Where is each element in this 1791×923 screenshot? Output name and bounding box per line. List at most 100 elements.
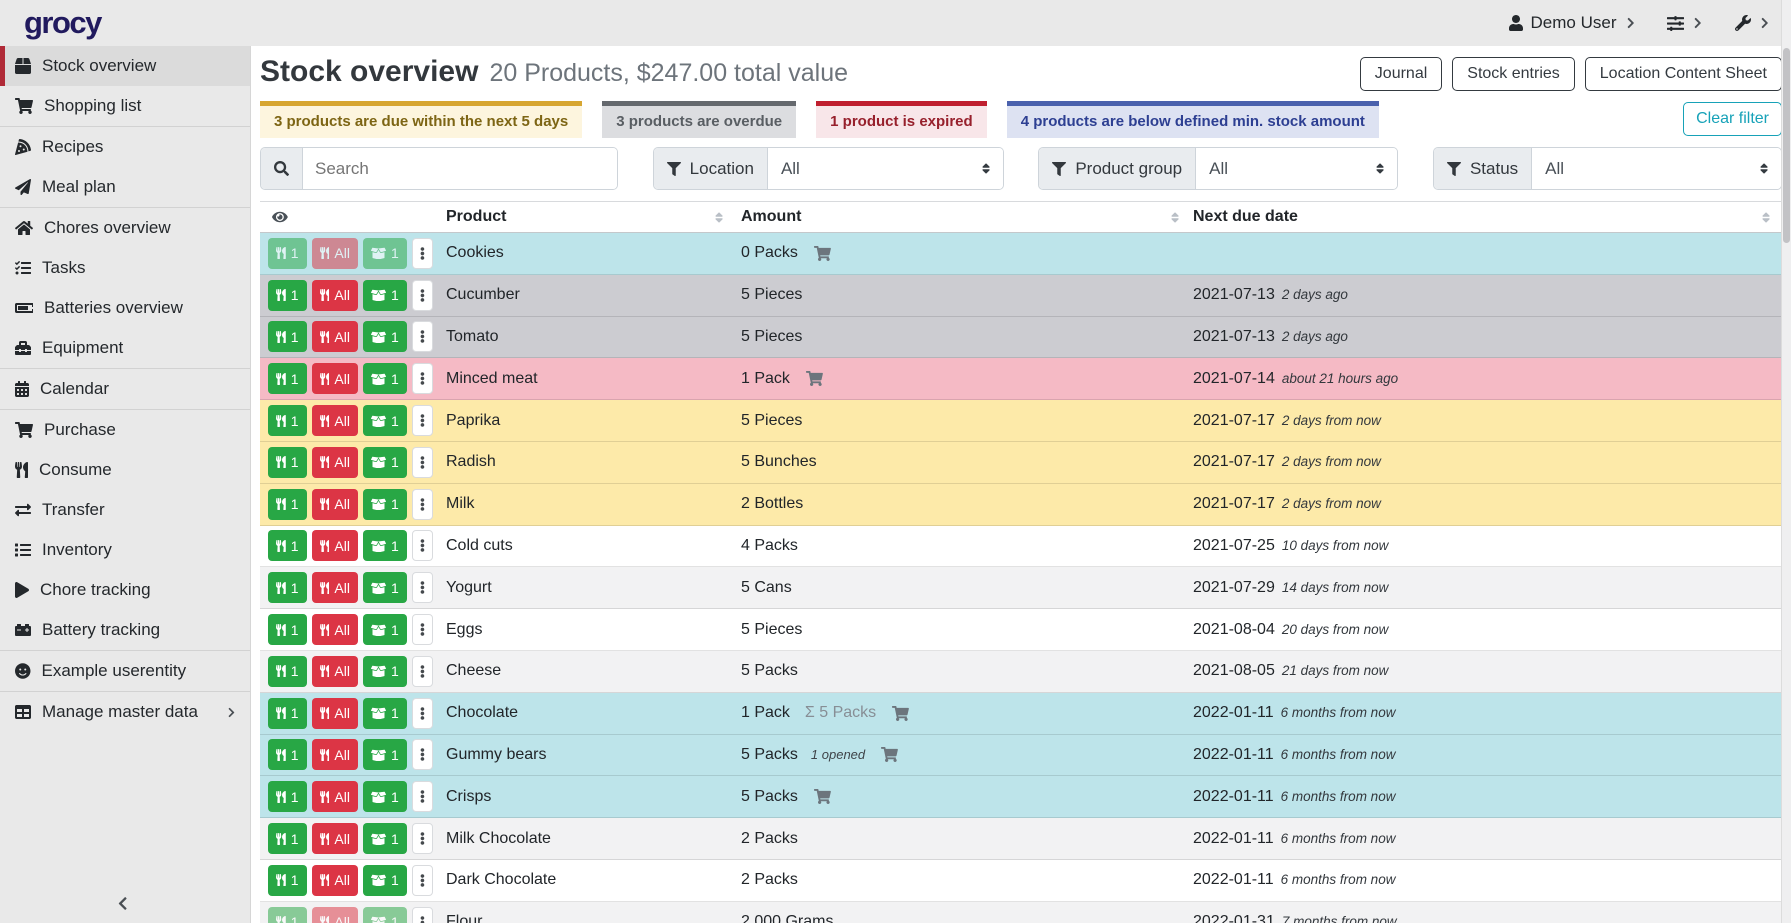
sidebar-item-calendar[interactable]: Calendar bbox=[0, 369, 250, 409]
row-menu-button[interactable] bbox=[411, 864, 433, 896]
sidebar-item-chore-tracking[interactable]: Chore tracking bbox=[0, 570, 250, 610]
row-menu-button[interactable] bbox=[411, 321, 433, 353]
open-one-button[interactable]: 1 bbox=[362, 237, 407, 269]
row-menu-button[interactable] bbox=[411, 488, 433, 520]
sidebar-item-consume[interactable]: Consume bbox=[0, 450, 250, 490]
alert-primary[interactable]: 4 products are below defined min. stock … bbox=[1006, 101, 1379, 138]
consume-one-button[interactable]: 1 bbox=[268, 363, 307, 395]
open-one-button[interactable]: 1 bbox=[362, 739, 407, 771]
row-menu-button[interactable] bbox=[411, 697, 433, 729]
open-one-button[interactable]: 1 bbox=[362, 823, 407, 855]
open-one-button[interactable]: 1 bbox=[362, 655, 407, 687]
sidebar-item-battery-tracking[interactable]: Battery tracking bbox=[0, 610, 250, 650]
sidebar-item-recipes[interactable]: Recipes bbox=[0, 127, 250, 167]
location-select[interactable]: All bbox=[767, 148, 1003, 189]
consume-all-button[interactable]: All bbox=[311, 823, 358, 855]
consume-one-button[interactable]: 1 bbox=[268, 237, 307, 269]
open-one-button[interactable]: 1 bbox=[362, 614, 407, 646]
sidebar-item-transfer[interactable]: Transfer bbox=[0, 490, 250, 530]
alert-secondary[interactable]: 3 products are overdue bbox=[602, 101, 797, 138]
consume-one-button[interactable]: 1 bbox=[268, 405, 307, 437]
consume-all-button[interactable]: All bbox=[311, 655, 358, 687]
sort-icon[interactable] bbox=[1762, 211, 1770, 224]
open-one-button[interactable]: 1 bbox=[362, 363, 407, 395]
consume-one-button[interactable]: 1 bbox=[268, 530, 307, 562]
location-content-sheet-button[interactable]: Location Content Sheet bbox=[1584, 57, 1782, 91]
status-select[interactable]: All bbox=[1532, 148, 1781, 189]
consume-all-button[interactable]: All bbox=[311, 697, 358, 729]
consume-one-button[interactable]: 1 bbox=[268, 321, 307, 353]
sidebar-item-equipment[interactable]: Equipment bbox=[0, 328, 250, 368]
open-one-button[interactable]: 1 bbox=[362, 279, 407, 311]
row-menu-button[interactable] bbox=[411, 781, 433, 813]
quick-mode-menu[interactable] bbox=[1667, 15, 1705, 32]
sidebar-item-manage-master-data[interactable]: Manage master data bbox=[0, 692, 250, 732]
open-one-button[interactable]: 1 bbox=[362, 864, 407, 896]
consume-one-button[interactable]: 1 bbox=[268, 572, 307, 604]
sidebar-item-example-userentity[interactable]: Example userentity bbox=[0, 651, 250, 691]
consume-all-button[interactable]: All bbox=[311, 405, 358, 437]
row-menu-button[interactable] bbox=[411, 739, 433, 771]
open-one-button[interactable]: 1 bbox=[362, 572, 407, 604]
product-group-select[interactable]: All bbox=[1196, 148, 1398, 189]
row-menu-button[interactable] bbox=[411, 446, 433, 478]
clear-filter-button[interactable]: Clear filter bbox=[1683, 102, 1782, 136]
row-menu-button[interactable] bbox=[411, 823, 433, 855]
consume-one-button[interactable]: 1 bbox=[268, 446, 307, 478]
consume-one-button[interactable]: 1 bbox=[268, 614, 307, 646]
sort-icon[interactable] bbox=[1171, 211, 1179, 224]
row-menu-button[interactable] bbox=[411, 655, 433, 687]
consume-all-button[interactable]: All bbox=[311, 363, 358, 395]
sidebar-item-purchase[interactable]: Purchase bbox=[0, 410, 250, 450]
page-scrollbar[interactable] bbox=[1781, 0, 1791, 923]
stock-entries-button[interactable]: Stock entries bbox=[1452, 57, 1575, 91]
shopping-cart-icon[interactable] bbox=[805, 371, 823, 387]
row-menu-button[interactable] bbox=[411, 572, 433, 604]
consume-all-button[interactable]: All bbox=[311, 906, 358, 923]
consume-all-button[interactable]: All bbox=[311, 446, 358, 478]
consume-one-button[interactable]: 1 bbox=[268, 823, 307, 855]
consume-all-button[interactable]: All bbox=[311, 864, 358, 896]
open-one-button[interactable]: 1 bbox=[362, 488, 407, 520]
column-header-product[interactable]: Product bbox=[446, 208, 741, 226]
sidebar-item-tasks[interactable]: Tasks bbox=[0, 248, 250, 288]
shopping-cart-icon[interactable] bbox=[892, 705, 910, 721]
open-one-button[interactable]: 1 bbox=[362, 781, 407, 813]
consume-one-button[interactable]: 1 bbox=[268, 488, 307, 520]
app-logo[interactable]: grocy bbox=[24, 5, 102, 40]
column-header-due-date[interactable]: Next due date bbox=[1193, 208, 1782, 226]
sidebar-item-inventory[interactable]: Inventory bbox=[0, 530, 250, 570]
consume-all-button[interactable]: All bbox=[311, 321, 358, 353]
eye-icon[interactable] bbox=[268, 210, 288, 224]
user-menu[interactable]: Demo User bbox=[1508, 13, 1637, 33]
shopping-cart-icon[interactable] bbox=[813, 245, 831, 261]
consume-all-button[interactable]: All bbox=[311, 279, 358, 311]
open-one-button[interactable]: 1 bbox=[362, 321, 407, 353]
column-header-amount[interactable]: Amount bbox=[741, 208, 1193, 226]
consume-all-button[interactable]: All bbox=[311, 488, 358, 520]
consume-one-button[interactable]: 1 bbox=[268, 697, 307, 729]
open-one-button[interactable]: 1 bbox=[362, 906, 407, 923]
consume-one-button[interactable]: 1 bbox=[268, 781, 307, 813]
consume-all-button[interactable]: All bbox=[311, 237, 358, 269]
sidebar-item-meal-plan[interactable]: Meal plan bbox=[0, 167, 250, 207]
open-one-button[interactable]: 1 bbox=[362, 697, 407, 729]
search-input[interactable] bbox=[303, 148, 617, 189]
open-one-button[interactable]: 1 bbox=[362, 446, 407, 478]
consume-all-button[interactable]: All bbox=[311, 614, 358, 646]
alert-danger[interactable]: 1 product is expired bbox=[816, 101, 987, 138]
consume-all-button[interactable]: All bbox=[311, 530, 358, 562]
admin-menu[interactable] bbox=[1734, 15, 1772, 31]
shopping-cart-icon[interactable] bbox=[881, 747, 899, 763]
row-menu-button[interactable] bbox=[411, 614, 433, 646]
row-menu-button[interactable] bbox=[411, 906, 433, 923]
consume-one-button[interactable]: 1 bbox=[268, 864, 307, 896]
scrollbar-thumb[interactable] bbox=[1783, 48, 1790, 243]
shopping-cart-icon[interactable] bbox=[813, 789, 831, 805]
consume-one-button[interactable]: 1 bbox=[268, 279, 307, 311]
journal-button[interactable]: Journal bbox=[1359, 57, 1443, 91]
consume-one-button[interactable]: 1 bbox=[268, 906, 307, 923]
sidebar-item-shopping-list[interactable]: Shopping list bbox=[0, 86, 250, 126]
alert-warning[interactable]: 3 products are due within the next 5 day… bbox=[260, 101, 583, 138]
consume-one-button[interactable]: 1 bbox=[268, 655, 307, 687]
